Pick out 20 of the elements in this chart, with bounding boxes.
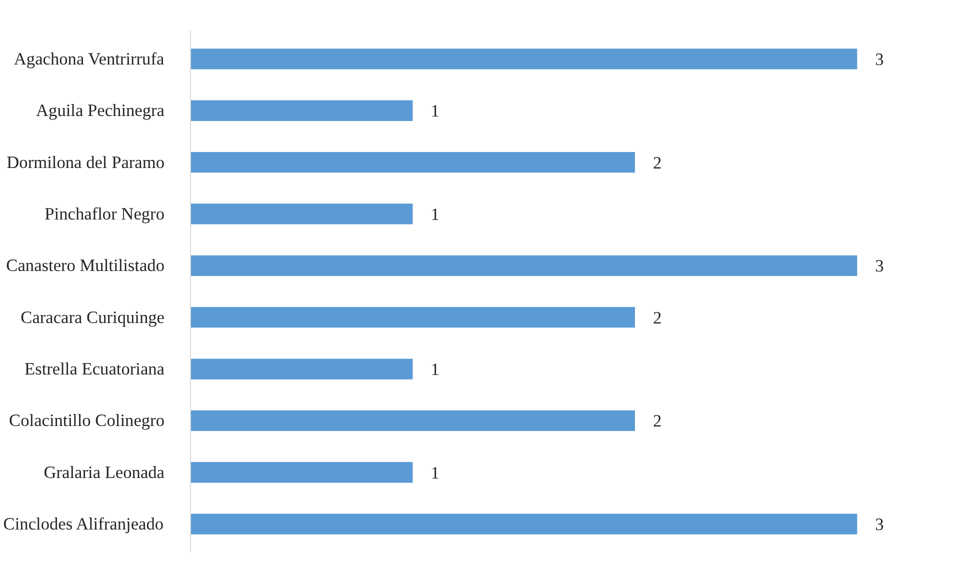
y-tick-label: Canastero Multilistado: [6, 256, 165, 276]
y-tick-label: Gralaria Leonada: [44, 462, 165, 482]
y-tick-label: Dormilona del Paramo: [6, 152, 165, 172]
data-label: 1: [430, 360, 440, 380]
y-tick-label: Aguila Pechinegra: [36, 101, 165, 120]
data-label: 3: [875, 256, 884, 276]
y-tick-label: Caracara Curiquinge: [20, 308, 165, 327]
y-tick-label: Cinclodes Alifranjeado: [3, 514, 164, 534]
data-label: 2: [652, 153, 662, 172]
data-label: 1: [430, 102, 440, 121]
data-label: 1: [430, 463, 440, 482]
data-label: 1: [430, 204, 440, 224]
y-tick-label: Agachona Ventrirrufa: [14, 49, 164, 68]
data-label: 3: [875, 50, 884, 69]
y-tick-label: Colacintillo Colinegro: [9, 411, 165, 430]
data-label: 2: [652, 308, 662, 328]
data-label: 2: [652, 412, 662, 431]
y-tick-label: Pinchaflor Negro: [44, 204, 165, 224]
y-tick-label: Estrella Ecuatoriana: [24, 360, 165, 379]
data-label: 3: [875, 515, 884, 534]
